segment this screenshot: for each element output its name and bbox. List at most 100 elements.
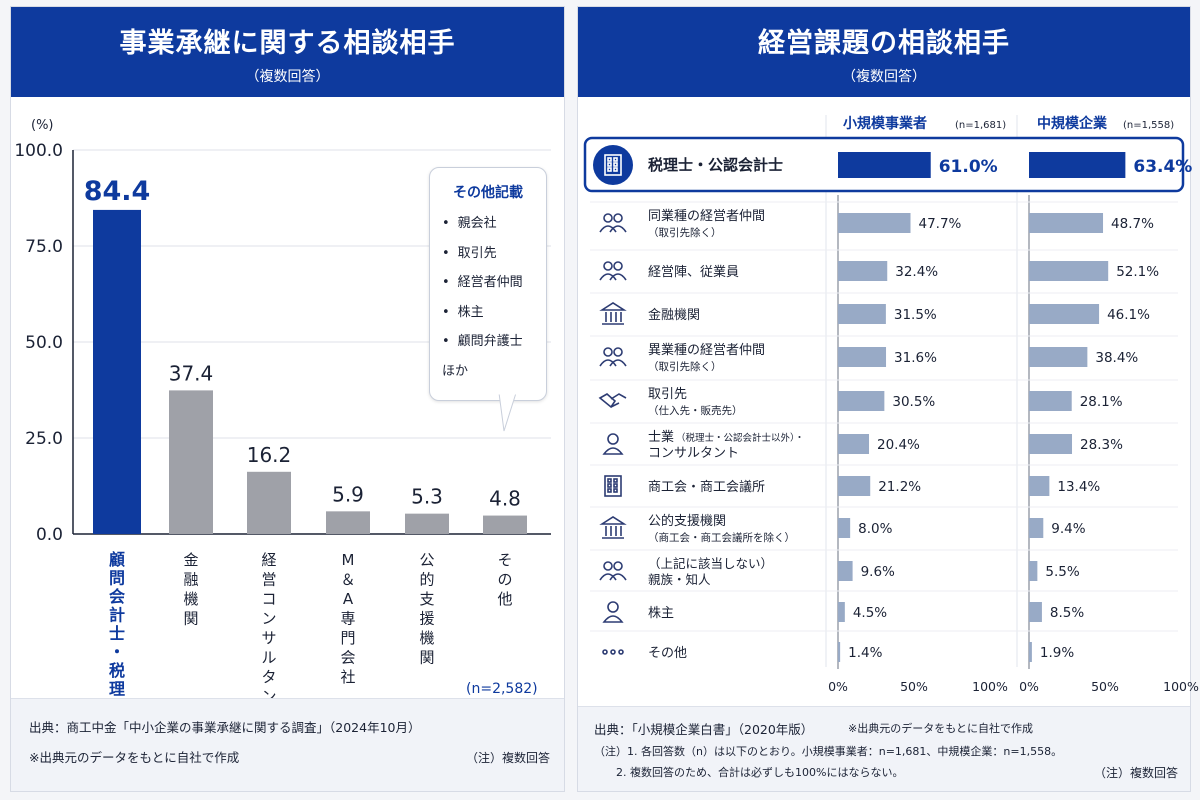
left-header: 事業承継に関する相談相手 （複数回答） bbox=[11, 7, 564, 97]
left-source: 出典：商工中金「中小企業の事業承継に関する調査」（2024年10月） bbox=[29, 720, 421, 735]
hbar bbox=[838, 602, 845, 622]
series-header: 中規模企業 bbox=[1037, 115, 1108, 132]
hbar-value-label: 28.1% bbox=[1080, 394, 1123, 410]
hbar-value-label: 8.5% bbox=[1050, 605, 1084, 621]
x-tick-label: 50% bbox=[900, 679, 928, 694]
other-callout: その他記載 • 親会社 • 取引先 • 経営者仲間 • 株主 • 顧問弁護士 ほか bbox=[429, 167, 547, 401]
hbar-value-label: 32.4% bbox=[895, 264, 938, 280]
hbar-value-label: 28.3% bbox=[1080, 437, 1123, 453]
hbar bbox=[838, 304, 886, 324]
hbar-value-label: 31.5% bbox=[894, 307, 937, 323]
left-note2: （注）複数回答 bbox=[465, 751, 550, 765]
callout-item: • 親会社 bbox=[442, 212, 546, 242]
hbar-value-label: 30.5% bbox=[892, 394, 935, 410]
x-tick-label: 100% bbox=[972, 679, 1008, 694]
building-icon bbox=[604, 154, 622, 176]
hbar bbox=[1029, 304, 1100, 324]
person-tie-icon bbox=[602, 433, 624, 455]
hbar bbox=[838, 476, 871, 496]
sample-size-note: (n=2,582) bbox=[466, 681, 538, 697]
hbar-value-label: 13.4% bbox=[1057, 479, 1100, 495]
row-label: 異業種の経営者仲間 bbox=[648, 342, 765, 358]
handshake-icon bbox=[598, 393, 627, 409]
hbar bbox=[838, 152, 931, 178]
x-tick-label: 50% bbox=[1091, 679, 1119, 694]
callout-tail bbox=[498, 392, 517, 432]
hbar-value-label: 48.7% bbox=[1111, 216, 1154, 232]
bullet-icon: • bbox=[442, 245, 450, 261]
row-label: 取引先 bbox=[648, 387, 687, 402]
hbar-value-label: 9.6% bbox=[861, 564, 895, 580]
x-category-label: M ＆ A 専門会社 bbox=[340, 551, 355, 686]
row-label: 同業種の経営者仲間 bbox=[648, 208, 765, 224]
hbar-value-label: 52.1% bbox=[1116, 264, 1159, 280]
hbar bbox=[1029, 602, 1042, 622]
row-sublabel: （取引先除く） bbox=[648, 226, 722, 239]
bullet-icon: • bbox=[442, 304, 450, 320]
hbar bbox=[838, 261, 888, 281]
y-tick-label: 0.0 bbox=[36, 525, 63, 545]
hbar-value-label: 9.4% bbox=[1051, 521, 1085, 537]
hbar bbox=[1029, 561, 1038, 581]
row-label: 公的支援機関 bbox=[648, 513, 726, 529]
row-label: その他 bbox=[648, 646, 687, 661]
hbar bbox=[838, 347, 887, 367]
right-title: 経営課題の相談相手 bbox=[758, 28, 1010, 59]
x-category-label: 公的支援機関 bbox=[419, 551, 434, 667]
y-tick-label: 50.0 bbox=[25, 333, 63, 353]
x-category-label: 金融機関 bbox=[183, 551, 198, 628]
callout-list: • 親会社 • 取引先 • 経営者仲間 • 株主 • 顧問弁護士 ほか bbox=[430, 212, 546, 389]
callout-item-label: 顧問弁護士 bbox=[457, 334, 523, 349]
hbar-value-label: 1.9% bbox=[1040, 645, 1074, 661]
bar bbox=[93, 209, 141, 535]
bullet-icon: • bbox=[442, 275, 450, 290]
bullet-icon: • bbox=[442, 216, 450, 231]
row-label: 株主 bbox=[648, 606, 674, 621]
row-label: 士業 bbox=[648, 429, 674, 445]
bar bbox=[247, 471, 291, 534]
bar-value-label: 5.9 bbox=[332, 482, 364, 506]
y-tick-label: 25.0 bbox=[25, 429, 63, 449]
hbar-value-label: 38.4% bbox=[1095, 350, 1138, 366]
bar-value-label: 5.3 bbox=[411, 485, 443, 509]
left-note1: ※出典元のデータをもとに自社で作成 bbox=[29, 750, 240, 765]
right-subtitle: （複数回答） bbox=[842, 69, 926, 85]
hbar bbox=[838, 391, 885, 411]
row-label: 商工会・商工会議所 bbox=[648, 480, 765, 495]
bank-icon bbox=[599, 302, 627, 325]
right-note-line1: （注）1. 各回答数（n）は以下のとおり。小規模事業者：n=1,681、中規模企… bbox=[594, 745, 1063, 758]
callout-item: • 取引先 bbox=[442, 242, 546, 272]
hbar bbox=[838, 434, 870, 454]
group-icon bbox=[599, 561, 627, 581]
x-tick-label: 0% bbox=[828, 679, 848, 694]
bar bbox=[326, 511, 370, 534]
people-icon bbox=[599, 261, 627, 281]
callout-item: • 顧問弁護士 bbox=[442, 330, 546, 360]
office-icon bbox=[604, 475, 622, 497]
right-footer: 出典：「小規模企業白書」（2020年版） ※出典元のデータをもとに自社で作成 （… bbox=[578, 706, 1190, 791]
right-header: 経営課題の相談相手 （複数回答） bbox=[578, 7, 1190, 97]
hbar-value-label: 1.4% bbox=[848, 645, 882, 661]
row-label-small: （税理士・公認会計士以外）・ bbox=[676, 432, 804, 444]
hbar bbox=[1029, 261, 1109, 281]
bar-value-label: 4.8 bbox=[489, 487, 521, 511]
hbar bbox=[1029, 434, 1073, 454]
row-label: （上記に該当しない） bbox=[648, 556, 773, 571]
hbar bbox=[838, 561, 853, 581]
callout-item: • 株主 bbox=[442, 301, 546, 331]
row-label: 金融機関 bbox=[648, 307, 700, 323]
hbar-value-label: 63.4% bbox=[1133, 157, 1192, 177]
hbar bbox=[1029, 518, 1044, 538]
row-sublabel: 親族・知人 bbox=[648, 572, 711, 587]
group-icon bbox=[599, 347, 627, 367]
bar bbox=[169, 390, 213, 534]
bar-value-label: 16.2 bbox=[247, 443, 292, 467]
callout-title: その他記載 bbox=[453, 185, 523, 201]
people-icon bbox=[599, 213, 627, 233]
x-tick-label: 0% bbox=[1019, 679, 1039, 694]
row-sublabel: （商工会・商工会議所を除く） bbox=[648, 531, 795, 544]
left-subtitle: （複数回答） bbox=[245, 69, 330, 85]
callout-item-label: 株主 bbox=[457, 304, 484, 320]
right-bar-chart: 小規模事業者 (n=1,681) 中規模企業 (n=1,558) 税理士・公認会計士 61… bbox=[583, 115, 1199, 694]
callout-item-label: 親会社 bbox=[457, 216, 497, 231]
